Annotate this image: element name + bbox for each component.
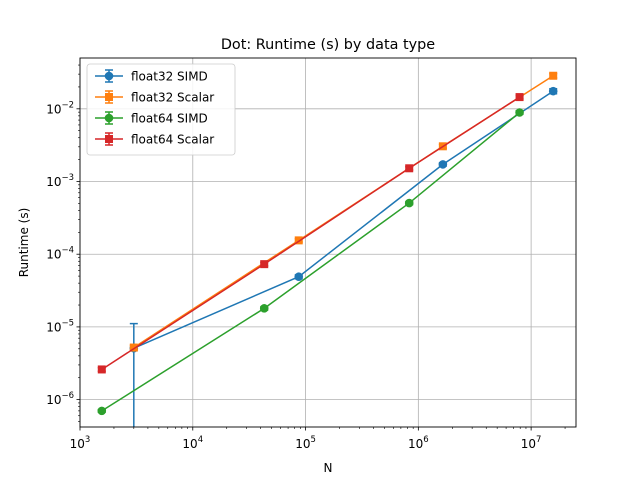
axes-frame — [79, 57, 577, 428]
legend-label: float32 SIMD — [131, 70, 208, 84]
series-line — [133, 90, 554, 349]
x-tick-label: 105 — [295, 435, 316, 451]
legend-label: float64 Scalar — [131, 133, 214, 147]
y-tick-label: 10−6 — [46, 391, 74, 407]
data-point — [515, 108, 524, 117]
data-point — [129, 343, 138, 352]
y-axis-label: Runtime (s) — [17, 208, 31, 278]
chart-title: Dot: Runtime (s) by data type — [221, 37, 435, 53]
x-tick-label: 104 — [182, 435, 203, 451]
x-tick-label: 103 — [70, 435, 91, 451]
data-point — [259, 304, 269, 313]
legend-label: float64 SIMD — [131, 112, 208, 126]
x-tick-label: 106 — [408, 435, 429, 451]
legend-marker — [104, 71, 114, 81]
data-point — [97, 365, 106, 374]
y-tick-label: 10−4 — [46, 246, 74, 262]
x-axis-label: N — [324, 461, 333, 475]
data-point — [405, 164, 414, 173]
data-point — [294, 272, 304, 282]
series-line — [101, 96, 520, 371]
ticks: 103 104 105 106 107 10−6 10−5 10−4 10−3 10−2 — [46, 64, 566, 451]
series-line — [101, 111, 521, 412]
legend: float32 SIMD float32 Scalar float64 SIMD fl… — [86, 63, 236, 156]
data-point — [438, 160, 448, 169]
series-layer — [97, 71, 558, 427]
y-tick-label: 10−2 — [46, 100, 74, 116]
legend-label: float32 Scalar — [131, 91, 214, 105]
y-tick-label: 10−5 — [46, 318, 74, 334]
data-point — [97, 406, 107, 416]
data-point — [515, 93, 524, 102]
y-tick-label: 10−3 — [46, 173, 74, 189]
series-float64-simd — [97, 108, 524, 416]
data-point — [260, 260, 269, 269]
data-point — [549, 71, 558, 80]
data-point — [548, 86, 558, 96]
series-float64-scalar — [97, 93, 524, 374]
x-tick-label: 107 — [521, 435, 542, 451]
grid — [79, 58, 576, 427]
legend-marker — [104, 113, 114, 123]
legend-marker — [105, 135, 113, 143]
data-point — [294, 236, 303, 245]
legend-box — [86, 63, 236, 156]
data-point — [404, 198, 414, 208]
legend-marker — [105, 93, 113, 101]
